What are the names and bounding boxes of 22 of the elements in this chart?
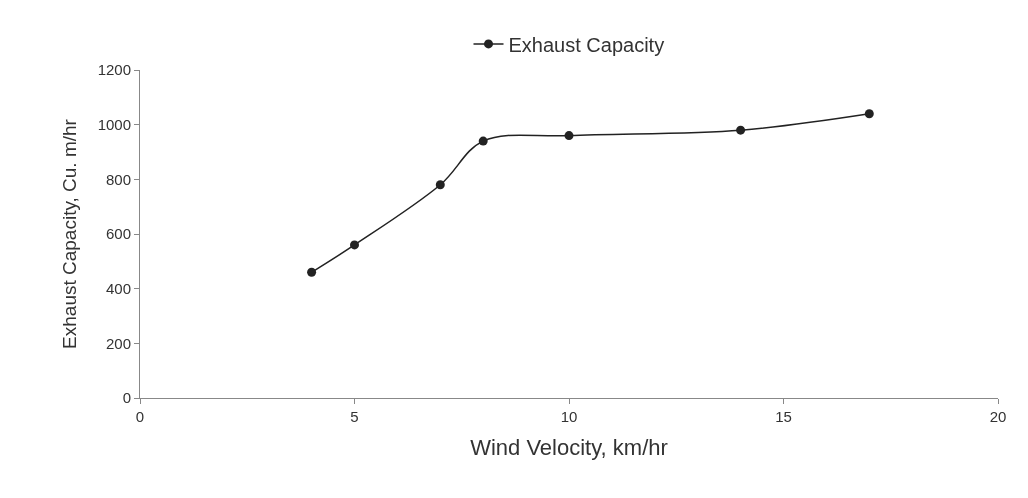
x-tick-label: 0: [135, 408, 145, 425]
point: [435, 180, 445, 190]
x-tick-label: 10: [560, 408, 578, 425]
y-tick-label: 800: [105, 170, 131, 188]
point: [350, 240, 359, 250]
point: [736, 125, 746, 135]
y-tick-label: 200: [105, 334, 131, 352]
point: [564, 131, 574, 141]
y-tick-label: 1000: [97, 115, 131, 133]
x-tick-label: 5: [350, 408, 359, 425]
point: [307, 267, 317, 277]
y-axis-title: Exhaust Capacity, Cu. m/hr: [59, 118, 81, 349]
y-tick-label: 1200: [97, 61, 131, 79]
y-tick-label: 600: [105, 225, 131, 243]
y-tick-label: 0: [122, 389, 131, 407]
y-tick-label: 400: [105, 279, 131, 297]
point: [864, 109, 874, 119]
legend-label: Exhaust Capacity: [508, 33, 665, 56]
point: [478, 136, 488, 146]
x-tick-label: 20: [989, 408, 1007, 425]
x-axis-title: Wind Velocity, km/hr: [470, 434, 668, 460]
x-tick-label: 15: [775, 408, 792, 425]
